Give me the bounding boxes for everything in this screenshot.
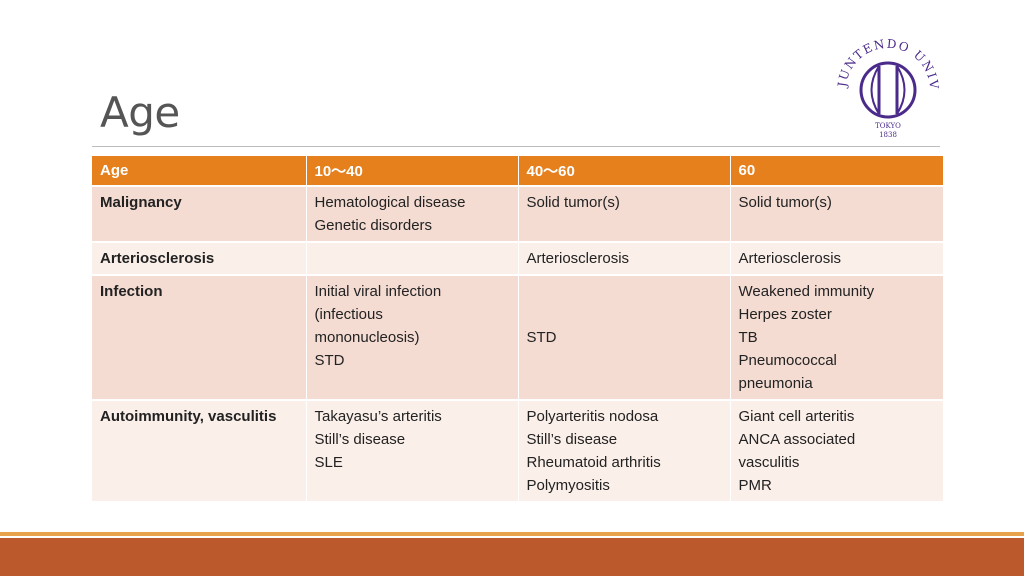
cell-line: vasculitis bbox=[738, 454, 800, 471]
table-cell: Giant cell arteritis ANCA associated vas… bbox=[730, 399, 944, 501]
cell-line: Polymyositis bbox=[526, 477, 610, 494]
cell-line: STD bbox=[314, 352, 345, 369]
cell-line: Still’s disease bbox=[314, 431, 406, 448]
table-cell bbox=[306, 241, 519, 275]
table-row: Autoimmunity, vasculitis Takayasu’s arte… bbox=[92, 399, 944, 501]
table-cell: Arteriosclerosis bbox=[518, 241, 731, 275]
cell-line: Giant cell arteritis bbox=[738, 408, 855, 425]
table-cell: Solid tumor(s) bbox=[518, 185, 731, 242]
table-row: Arteriosclerosis Arteriosclerosis Arteri… bbox=[92, 241, 944, 275]
cell-line: Genetic disorders bbox=[314, 217, 433, 234]
table-cell: Polyarteritis nodosa Still’s disease Rhe… bbox=[518, 399, 731, 501]
cell-line: Herpes zoster bbox=[738, 306, 832, 323]
table-cell: Solid tumor(s) bbox=[730, 185, 944, 242]
row-label: Malignancy bbox=[92, 185, 307, 242]
cell-line: Weakened immunity bbox=[738, 283, 875, 300]
cell-line: Takayasu’s arteritis bbox=[314, 408, 442, 425]
column-header: 10〜40 bbox=[306, 156, 519, 186]
table-row: Infection Initial viral infection (infec… bbox=[92, 274, 944, 400]
title-divider bbox=[92, 146, 940, 147]
table-cell: Initial viral infection (infectious mono… bbox=[306, 274, 519, 400]
footer-band bbox=[0, 538, 1024, 576]
row-label: Arteriosclerosis bbox=[92, 241, 307, 275]
table-cell: Hematological disease Genetic disorders bbox=[306, 185, 519, 242]
age-table: Age 10〜40 40〜60 60 Malignancy Hematologi… bbox=[92, 156, 944, 501]
cell-line: PMR bbox=[738, 477, 772, 494]
cell-line: Pneumococcal bbox=[738, 352, 837, 369]
cell-line: mononucleosis) bbox=[314, 329, 420, 346]
column-header: 60 bbox=[730, 156, 944, 186]
cell-line: Polyarteritis nodosa bbox=[526, 408, 659, 425]
table-cell: Weakened immunity Herpes zoster TB Pneum… bbox=[730, 274, 944, 400]
cell-line: Hematological disease bbox=[314, 194, 466, 211]
row-label: Autoimmunity, vasculitis bbox=[92, 399, 307, 501]
column-header: Age bbox=[92, 156, 307, 186]
university-logo-icon: JUNTENDO UNIVERSITY TOKYO 1838 bbox=[834, 36, 940, 139]
table-cell: STD bbox=[518, 274, 731, 400]
cell-line: pneumonia bbox=[738, 375, 813, 392]
slide-title: Age bbox=[100, 88, 180, 137]
table-row: Malignancy Hematological disease Genetic… bbox=[92, 185, 944, 242]
cell-line: Still’s disease bbox=[526, 431, 618, 448]
footer-accent-line bbox=[0, 532, 1024, 536]
table-cell: Takayasu’s arteritis Still’s disease SLE bbox=[306, 399, 519, 501]
cell-line: SLE bbox=[314, 454, 343, 471]
cell-line: Arteriosclerosis bbox=[526, 250, 630, 267]
logo-city: TOKYO bbox=[875, 122, 901, 130]
cell-line: Solid tumor(s) bbox=[738, 194, 832, 211]
table-cell: Arteriosclerosis bbox=[730, 241, 944, 275]
cell-line: Rheumatoid arthritis bbox=[526, 454, 661, 471]
cell-line: STD bbox=[526, 329, 557, 346]
row-label: Infection bbox=[92, 274, 307, 400]
cell-line: Initial viral infection bbox=[314, 283, 442, 300]
cell-line: Arteriosclerosis bbox=[738, 250, 842, 267]
logo-year: 1838 bbox=[879, 131, 897, 139]
cell-line: (infectious bbox=[314, 306, 383, 323]
cell-line: Solid tumor(s) bbox=[526, 194, 620, 211]
table-header-row: Age 10〜40 40〜60 60 bbox=[92, 156, 944, 186]
cell-line: TB bbox=[738, 329, 758, 346]
column-header: 40〜60 bbox=[518, 156, 731, 186]
cell-line: ANCA associated bbox=[738, 431, 856, 448]
